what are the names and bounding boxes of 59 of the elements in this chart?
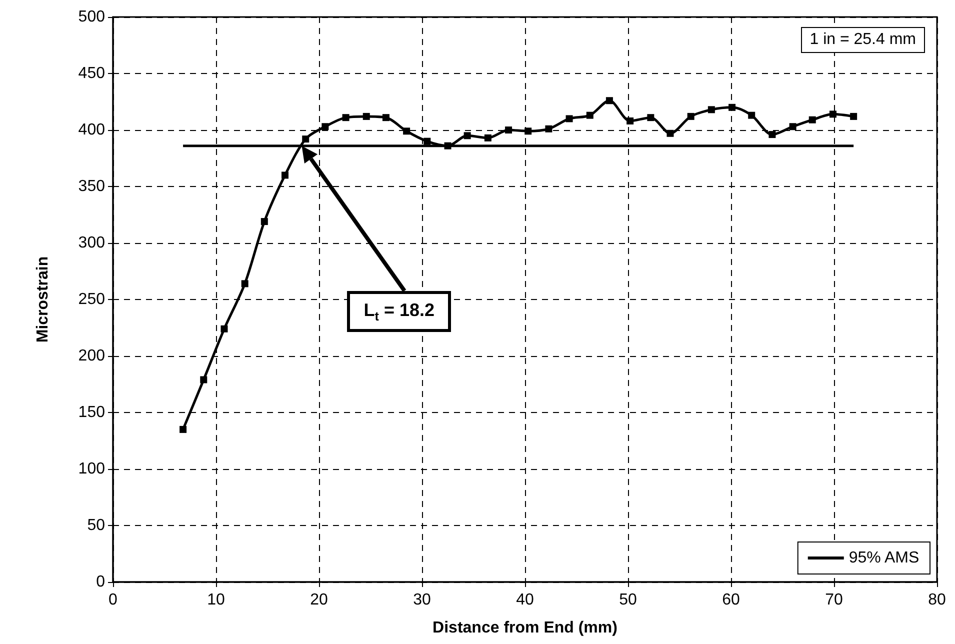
annotation: L$_{t}$ = 18.2 — [346, 290, 452, 332]
point — [180, 426, 187, 433]
x-tick-label: 10 — [207, 592, 225, 608]
point — [748, 112, 756, 119]
y-tick-label: 200 — [78, 348, 106, 364]
point — [484, 134, 492, 142]
point — [789, 123, 796, 130]
y-tick-label: 0 — [96, 574, 106, 590]
point — [403, 128, 410, 135]
point — [524, 128, 532, 135]
point — [808, 116, 816, 124]
x-tick-label: 80 — [928, 592, 946, 608]
x-axis-title: Distance from End (mm) — [432, 620, 618, 636]
point — [464, 132, 471, 140]
y-tick-label: 450 — [78, 65, 106, 82]
y-tick-label: 350 — [78, 178, 106, 195]
point — [545, 125, 552, 132]
legend-label: 95% AMS — [848, 550, 920, 566]
point — [708, 106, 715, 114]
point — [728, 104, 736, 111]
point — [606, 97, 613, 104]
point — [424, 138, 431, 145]
point — [220, 325, 228, 332]
y-tick-label: 500 — [78, 8, 106, 26]
point — [342, 114, 350, 122]
x-tick-label: 50 — [619, 592, 637, 608]
point — [282, 172, 289, 179]
point — [666, 130, 674, 137]
point — [322, 123, 329, 130]
x-tick-label: 30 — [413, 592, 431, 608]
point — [382, 114, 390, 122]
y-tick-label: 100 — [78, 460, 106, 478]
point — [850, 112, 858, 120]
point — [302, 136, 310, 143]
x-tick-label: 60 — [722, 592, 740, 608]
point — [362, 112, 370, 120]
x-tick-label: 0 — [108, 592, 118, 608]
point — [626, 117, 634, 124]
point — [260, 218, 268, 226]
y-tick-label: 400 — [78, 122, 106, 138]
y-tick-label: 300 — [78, 234, 106, 252]
point — [505, 126, 512, 134]
point — [566, 115, 573, 122]
y-axis-title: Microstrain — [34, 256, 52, 343]
x-tick-label: 70 — [825, 592, 843, 608]
point — [829, 110, 836, 118]
x-tick-label: 40 — [516, 592, 534, 608]
y-tick-label: 150 — [78, 404, 106, 421]
point — [687, 112, 694, 120]
point — [241, 280, 248, 288]
x-tick-label: 20 — [310, 592, 328, 608]
annotation: 1 in = 25.4 mm — [800, 27, 925, 53]
point — [647, 114, 654, 122]
point — [768, 131, 776, 138]
y-tick-label: 250 — [78, 291, 106, 308]
point — [586, 112, 594, 119]
y-tick-label: 50 — [87, 517, 106, 534]
point — [444, 142, 452, 150]
point — [200, 376, 208, 384]
